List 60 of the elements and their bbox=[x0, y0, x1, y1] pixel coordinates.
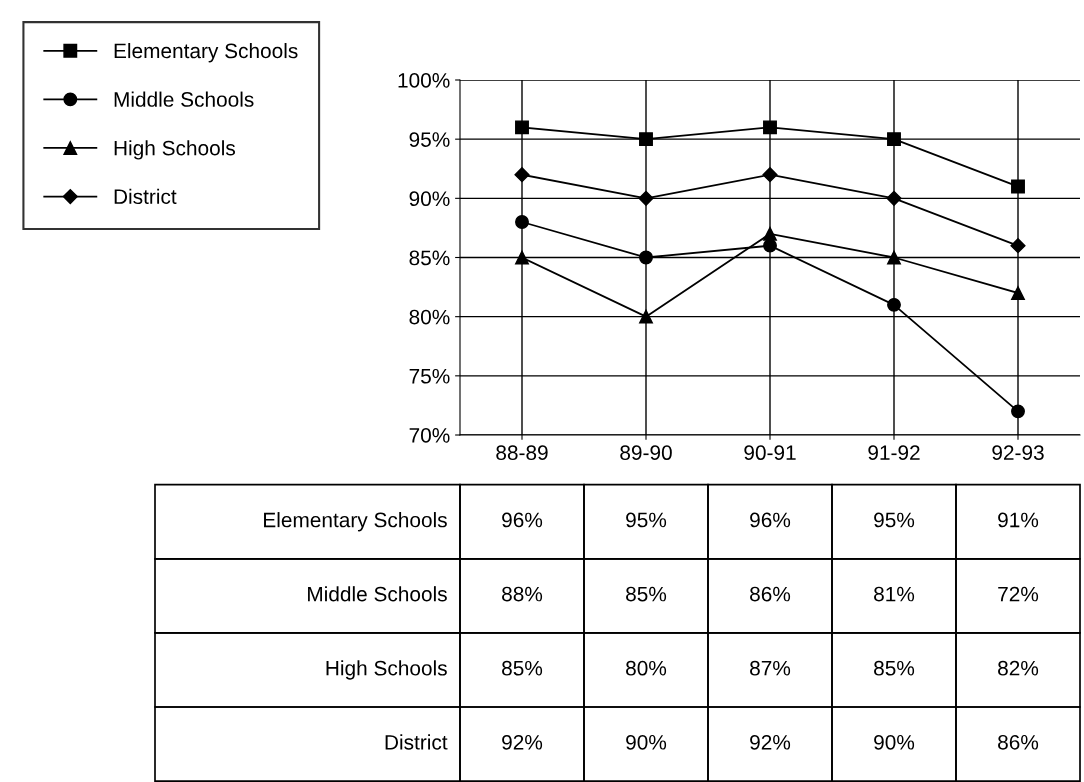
data-label: 92% bbox=[750, 734, 791, 750]
point bbox=[886, 190, 902, 206]
data-label: 72% bbox=[998, 586, 1039, 602]
y-tick-label: 75% bbox=[409, 368, 450, 384]
point bbox=[887, 297, 901, 312]
point bbox=[763, 226, 777, 241]
data-label: 85% bbox=[626, 586, 667, 602]
point bbox=[887, 250, 901, 265]
data-label: 96% bbox=[750, 512, 791, 528]
legend-label: High Schools bbox=[114, 140, 236, 160]
point bbox=[762, 167, 778, 183]
data-label: 90% bbox=[626, 734, 667, 750]
x-tick-label: 92-93 bbox=[992, 445, 1044, 461]
y-tick-label: 85% bbox=[409, 250, 450, 266]
data-label: 95% bbox=[874, 512, 915, 528]
data-label: 87% bbox=[750, 660, 791, 676]
text: Elementary Schools bbox=[264, 512, 447, 532]
point bbox=[887, 132, 901, 147]
data-label: 81% bbox=[874, 586, 915, 602]
point bbox=[1010, 238, 1026, 254]
point bbox=[763, 120, 777, 135]
legend-label: Middle Schools bbox=[114, 91, 254, 107]
data-label: 96% bbox=[502, 512, 543, 528]
point bbox=[1011, 179, 1025, 194]
point bbox=[638, 190, 654, 206]
point bbox=[763, 238, 777, 253]
x-tick-label: 90-91 bbox=[744, 445, 796, 461]
point bbox=[515, 250, 529, 265]
point bbox=[515, 215, 529, 229]
x-tick-label: 89-90 bbox=[620, 445, 672, 461]
y-tick-label: 70% bbox=[409, 428, 450, 443]
point bbox=[639, 309, 653, 324]
legend-label: Elementary Schools bbox=[114, 42, 298, 63]
text: District bbox=[385, 734, 448, 750]
text: High Schools bbox=[326, 660, 447, 680]
data-label: 91% bbox=[998, 512, 1039, 528]
point bbox=[1011, 286, 1025, 300]
y-tick-label: 95% bbox=[409, 132, 450, 147]
data-label: 82% bbox=[998, 660, 1039, 676]
data-label: 86% bbox=[750, 586, 791, 602]
x-tick-label: 91-92 bbox=[868, 445, 920, 461]
point bbox=[1011, 404, 1025, 419]
data-label: 86% bbox=[998, 734, 1039, 750]
data-label: 80% bbox=[626, 660, 667, 676]
data-label: 90% bbox=[874, 734, 915, 750]
point bbox=[639, 132, 653, 147]
data-label: 88% bbox=[502, 586, 543, 602]
data-label: 92% bbox=[502, 734, 543, 750]
y-tick-label: 90% bbox=[409, 191, 450, 207]
data-label: 85% bbox=[502, 660, 543, 676]
data-label: 95% bbox=[626, 512, 667, 528]
y-tick-label: 80% bbox=[409, 309, 450, 325]
point bbox=[639, 250, 653, 265]
point bbox=[515, 120, 529, 135]
y-tick-label: 100% bbox=[398, 73, 450, 88]
data-label: 85% bbox=[874, 660, 915, 676]
x-tick-label: 88-89 bbox=[496, 445, 548, 461]
point bbox=[514, 167, 530, 183]
legend-label: District bbox=[114, 188, 177, 205]
text: Middle Schools bbox=[308, 586, 447, 602]
